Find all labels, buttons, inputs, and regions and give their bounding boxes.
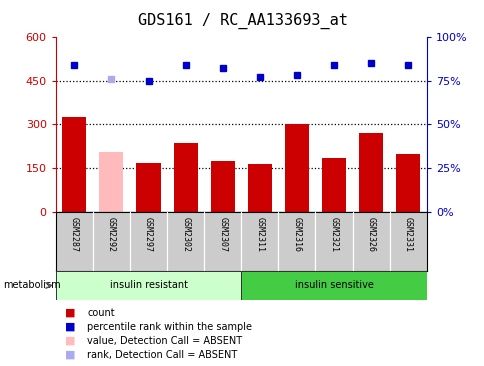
Bar bbox=[358, 133, 382, 212]
Bar bbox=[241, 212, 278, 271]
Text: metabolism: metabolism bbox=[3, 280, 60, 291]
Bar bbox=[389, 212, 426, 271]
Bar bbox=[247, 164, 272, 212]
Text: GSM2311: GSM2311 bbox=[255, 217, 264, 252]
Text: GSM2321: GSM2321 bbox=[329, 217, 338, 252]
Bar bbox=[136, 163, 160, 212]
Bar bbox=[99, 152, 123, 212]
Bar bbox=[56, 271, 241, 300]
Bar bbox=[210, 161, 234, 212]
Text: ■: ■ bbox=[65, 308, 76, 318]
Text: GSM2292: GSM2292 bbox=[106, 217, 116, 252]
Text: rank, Detection Call = ABSENT: rank, Detection Call = ABSENT bbox=[87, 350, 237, 360]
Text: GSM2326: GSM2326 bbox=[366, 217, 375, 252]
Bar bbox=[93, 212, 130, 271]
Bar bbox=[241, 271, 426, 300]
Text: count: count bbox=[87, 308, 115, 318]
Bar bbox=[315, 212, 352, 271]
Text: insulin resistant: insulin resistant bbox=[109, 280, 187, 291]
Bar bbox=[321, 158, 346, 212]
Bar bbox=[284, 124, 308, 212]
Text: GSM2302: GSM2302 bbox=[181, 217, 190, 252]
Bar bbox=[166, 212, 204, 271]
Text: ■: ■ bbox=[65, 336, 76, 346]
Bar bbox=[278, 212, 315, 271]
Bar bbox=[130, 212, 166, 271]
Text: GSM2297: GSM2297 bbox=[144, 217, 153, 252]
Bar bbox=[173, 143, 197, 212]
Bar bbox=[352, 212, 389, 271]
Text: GSM2287: GSM2287 bbox=[70, 217, 79, 252]
Text: percentile rank within the sample: percentile rank within the sample bbox=[87, 322, 252, 332]
Text: ■: ■ bbox=[65, 322, 76, 332]
Text: GSM2316: GSM2316 bbox=[292, 217, 301, 252]
Text: ■: ■ bbox=[65, 350, 76, 360]
Text: insulin sensitive: insulin sensitive bbox=[294, 280, 373, 291]
Text: GDS161 / RC_AA133693_at: GDS161 / RC_AA133693_at bbox=[137, 13, 347, 29]
Text: GSM2331: GSM2331 bbox=[403, 217, 412, 252]
Bar bbox=[62, 117, 86, 212]
Bar bbox=[395, 154, 420, 212]
Text: value, Detection Call = ABSENT: value, Detection Call = ABSENT bbox=[87, 336, 242, 346]
Bar bbox=[204, 212, 241, 271]
Text: GSM2307: GSM2307 bbox=[218, 217, 227, 252]
Bar bbox=[56, 212, 93, 271]
